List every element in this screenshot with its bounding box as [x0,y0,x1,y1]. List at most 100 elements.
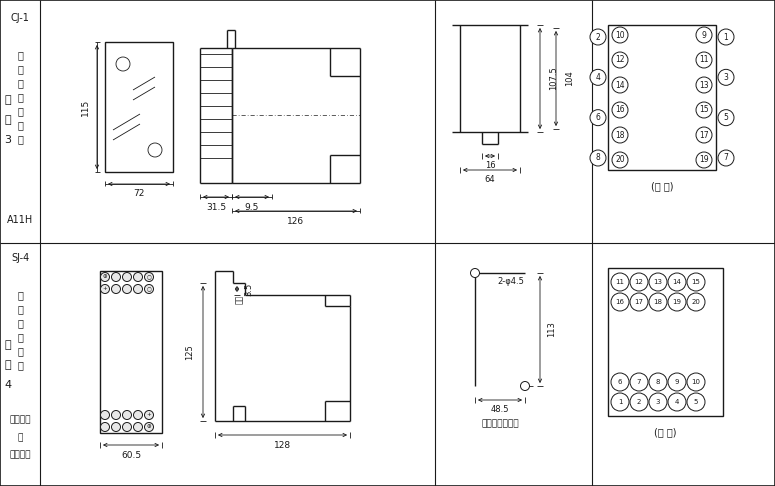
Text: 线: 线 [17,134,23,144]
Circle shape [612,127,628,143]
Circle shape [112,411,120,419]
Circle shape [649,393,667,411]
Text: 128: 128 [274,440,291,450]
Circle shape [611,373,629,391]
Text: 附: 附 [5,95,12,105]
Text: 16: 16 [615,105,625,115]
Circle shape [590,69,606,86]
Text: 5: 5 [694,399,698,405]
Text: 1: 1 [618,399,622,405]
Circle shape [133,273,143,281]
Text: 125: 125 [185,344,195,360]
Text: 6: 6 [595,113,601,122]
Text: 10: 10 [691,379,701,385]
Circle shape [101,284,109,294]
Text: 前: 前 [17,332,23,342]
Text: 16: 16 [615,299,625,305]
Bar [100,271,162,433]
Circle shape [612,27,628,43]
Circle shape [668,393,686,411]
Circle shape [144,284,153,294]
Text: A11H: A11H [7,215,33,225]
Text: 19: 19 [673,299,681,305]
Text: 或: 或 [17,434,22,442]
Text: 20: 20 [691,299,701,305]
Circle shape [630,373,648,391]
Text: 18: 18 [653,299,663,305]
Text: 附: 附 [5,340,12,350]
Circle shape [590,150,606,166]
Text: ⊕: ⊕ [146,424,151,430]
Circle shape [687,293,705,311]
Circle shape [630,273,648,291]
Text: 8: 8 [596,154,601,162]
Circle shape [696,152,712,168]
Circle shape [612,102,628,118]
Text: 10: 10 [615,31,625,39]
Circle shape [649,293,667,311]
Text: 31.5: 31.5 [206,203,226,211]
Bar [105,42,173,172]
Circle shape [112,422,120,432]
Text: 12: 12 [635,279,643,285]
Text: 5: 5 [724,113,728,122]
Circle shape [718,29,734,45]
Text: 4: 4 [5,380,12,390]
Circle shape [590,110,606,126]
Circle shape [122,284,132,294]
Text: 64: 64 [484,174,495,184]
Text: 板: 板 [17,92,23,102]
Circle shape [687,393,705,411]
Circle shape [122,422,132,432]
Text: 16: 16 [484,160,495,170]
Text: 48.5: 48.5 [491,405,509,415]
Text: 115: 115 [81,98,89,116]
Text: 2-φ4.5: 2-φ4.5 [497,277,524,285]
Bar [608,25,716,170]
Text: 11: 11 [699,55,709,65]
Circle shape [668,273,686,291]
Text: 图: 图 [5,360,12,370]
Text: 卡轨: 卡轨 [235,295,243,304]
Circle shape [470,268,480,278]
Text: 线: 线 [17,360,23,370]
Circle shape [611,393,629,411]
Text: 11: 11 [615,279,625,285]
Text: ○: ○ [146,275,151,279]
Text: 14: 14 [615,81,625,89]
Circle shape [696,127,712,143]
Circle shape [101,411,109,419]
Text: 卡轨安装: 卡轨安装 [9,416,31,424]
Circle shape [611,293,629,311]
Text: ○: ○ [146,287,151,292]
Circle shape [521,382,529,390]
Text: 凸: 凸 [17,50,23,60]
Text: 20: 20 [615,156,625,164]
Circle shape [116,57,130,71]
Text: 72: 72 [133,190,145,198]
Text: 113: 113 [547,322,556,337]
Text: 2: 2 [596,33,601,41]
Circle shape [668,293,686,311]
Text: SJ-4: SJ-4 [11,253,29,263]
Circle shape [611,273,629,291]
Circle shape [122,411,132,419]
Text: 螺钉安装开孔图: 螺钉安装开孔图 [481,419,518,429]
Text: (正 视): (正 视) [654,427,677,437]
Text: 螺钉安装: 螺钉安装 [9,451,31,459]
Circle shape [649,273,667,291]
Text: 60.5: 60.5 [121,451,141,459]
Text: 6: 6 [618,379,622,385]
Text: 3.5: 3.5 [244,282,253,295]
Text: 7: 7 [637,379,641,385]
Text: 式: 式 [17,318,23,328]
Text: 13: 13 [699,81,709,89]
Circle shape [696,27,712,43]
Text: 接: 接 [17,346,23,356]
Text: 19: 19 [699,156,709,164]
Circle shape [612,152,628,168]
Text: 15: 15 [691,279,701,285]
Text: 接: 接 [17,120,23,130]
Text: 后: 后 [17,106,23,116]
Circle shape [612,77,628,93]
